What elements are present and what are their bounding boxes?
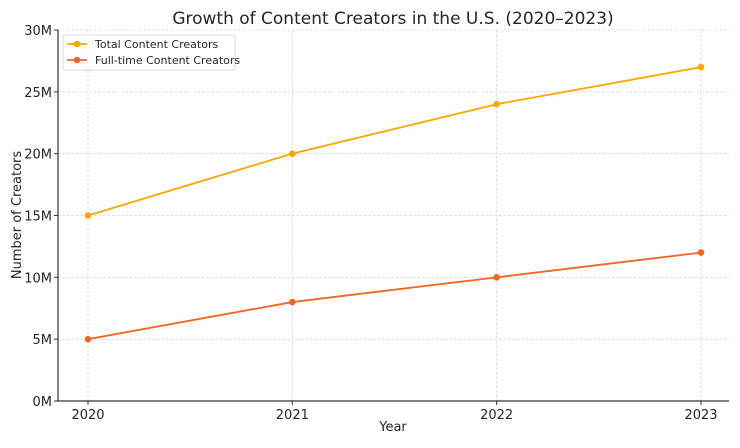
series-group	[84, 63, 705, 343]
legend-box	[62, 34, 236, 71]
y-tick-label: 0M	[33, 395, 53, 410]
x-axis-label: Year	[378, 420, 407, 435]
grid	[58, 29, 729, 401]
chart-title: Growth of Content Creators in the U.S. (…	[172, 9, 613, 29]
y-tick-label: 15M	[24, 210, 52, 225]
data-point	[697, 249, 705, 256]
y-tick-label: 30M	[24, 24, 52, 39]
series-line-1	[87, 251, 702, 341]
data-point	[493, 100, 500, 108]
data-point	[289, 298, 296, 306]
x-tick-label: 2022	[480, 408, 513, 423]
x-tick-label: 2020	[71, 408, 104, 423]
data-point	[84, 335, 92, 343]
data-point	[697, 63, 705, 71]
legend-marker-0	[73, 40, 81, 48]
data-point	[84, 212, 92, 219]
data-point	[493, 274, 500, 281]
y-tick-label: 25M	[24, 86, 52, 101]
legend: Total Content Creators Full-time Content …	[62, 34, 240, 71]
x-tick-label: 2023	[684, 408, 717, 423]
y-tick-label: 20M	[24, 148, 52, 163]
series-line-0	[87, 66, 702, 217]
legend-label: Total Content Creators	[94, 38, 218, 51]
legend-label: Full-time Content Creators	[95, 54, 240, 67]
y-tick-label: 5M	[33, 333, 53, 348]
ticks: 0M 5M 10M 15M 20M 25M 30M 2020 2021 2022 2023	[24, 24, 717, 423]
legend-marker-1	[73, 56, 81, 64]
x-tick-label: 2021	[276, 408, 309, 423]
y-axis-label: Number of Creators	[10, 151, 25, 280]
data-point	[289, 150, 296, 157]
y-tick-label: 10M	[24, 271, 52, 286]
